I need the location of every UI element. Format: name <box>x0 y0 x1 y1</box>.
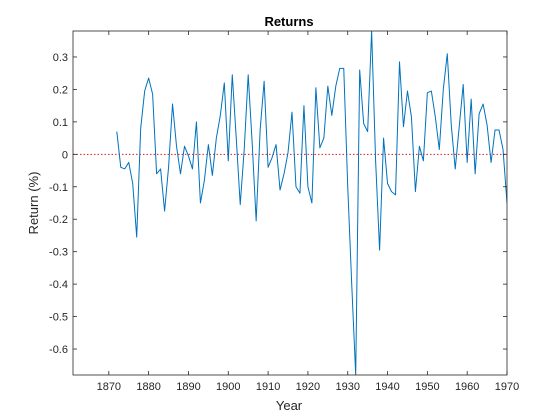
x-tick-label: 1890 <box>176 381 200 393</box>
y-tick-label: -0.6 <box>49 344 68 356</box>
axis-ticks: 1870 1880 1890 1900 1910 1920 1930 1940 1950 1960… <box>49 31 519 393</box>
plot-area <box>72 30 508 376</box>
x-tick-label: 1910 <box>256 381 280 393</box>
y-tick-label: -0.1 <box>49 182 68 194</box>
y-tick-label: 0 <box>62 149 68 161</box>
x-tick-label: 1920 <box>296 381 320 393</box>
y-tick-label: 0.2 <box>53 84 68 96</box>
x-tick-label: 1930 <box>335 381 359 393</box>
x-tick-label: 1900 <box>216 381 240 393</box>
x-tick-label: 1950 <box>415 381 439 393</box>
y-tick-label: 0.1 <box>53 117 68 129</box>
y-tick-label: -0.5 <box>49 312 68 324</box>
x-tick-label: 1880 <box>136 381 160 393</box>
x-tick-label: 1940 <box>375 381 399 393</box>
x-tick-label: 1960 <box>455 381 479 393</box>
y-tick-label: -0.4 <box>49 279 68 291</box>
x-axis-title: Year <box>276 398 303 413</box>
y-axis-title: Return (%) <box>26 172 41 235</box>
y-tick-label: 0.3 <box>53 52 68 64</box>
chart-title: Returns <box>264 14 313 29</box>
x-tick-label: 1870 <box>97 381 121 393</box>
y-tick-label: -0.2 <box>49 214 68 226</box>
axes-box <box>72 30 508 376</box>
x-tick-label: 1970 <box>495 381 519 393</box>
y-tick-label: -0.3 <box>49 247 68 259</box>
series-line-0 <box>116 31 507 375</box>
